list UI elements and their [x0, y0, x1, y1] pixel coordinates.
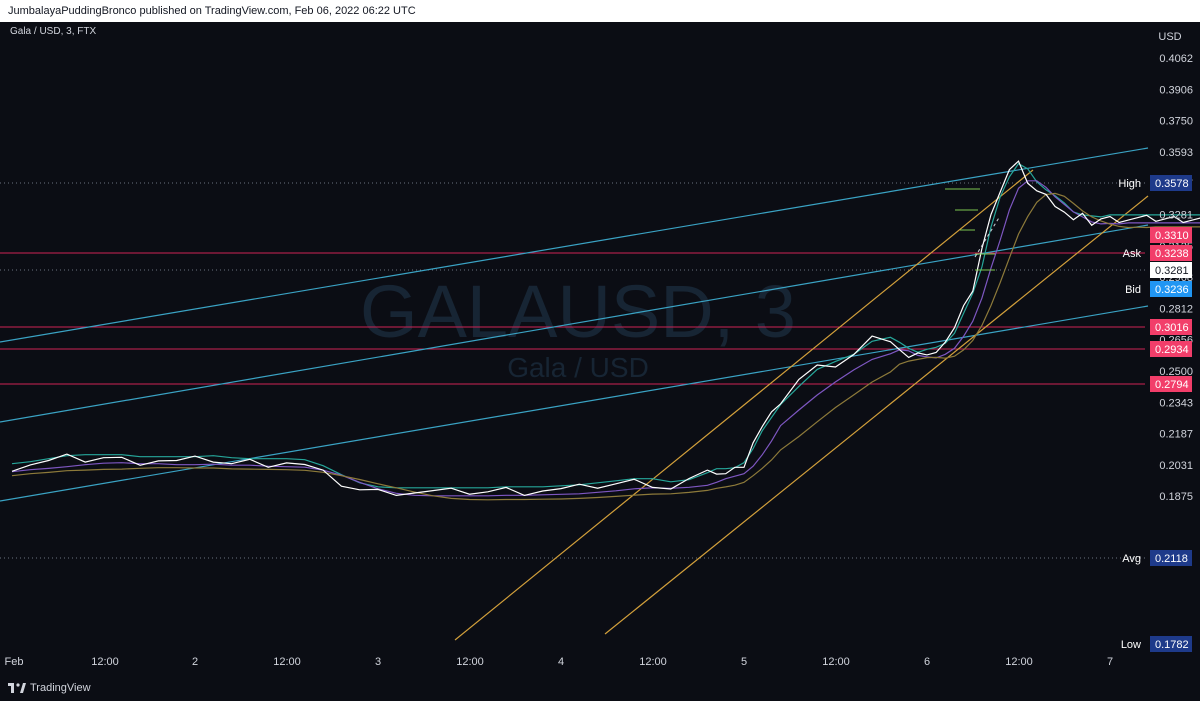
price-tag-value: 0.3016: [1155, 322, 1189, 334]
price-tag-value: 0.1782: [1155, 639, 1189, 651]
price-chart[interactable]: GALAUSD, 3 Gala / USD Gala / USD, 3, FTX…: [0, 22, 1200, 678]
price-labels: High 0.3578 0.3310 Ask 0.3238 0.3281 Bid 0.3236…: [1118, 175, 1192, 652]
tradingview-brand: TradingView: [30, 682, 91, 694]
x-tick-label: 7: [1107, 656, 1113, 668]
x-tick-label: 2: [192, 656, 198, 668]
y-tick-label: 0.3906: [1159, 84, 1193, 96]
price-tag-name: Bid: [1125, 284, 1141, 296]
price-tag-box: [1150, 175, 1192, 191]
y-tick-label: 0.3750: [1159, 116, 1193, 128]
y-axis-unit: USD: [1158, 31, 1181, 43]
price-tag-value: 0.2794: [1155, 379, 1189, 391]
price-tag-box: [1150, 376, 1192, 392]
x-tick-label: 12:00: [91, 656, 119, 668]
y-tick-label: 0.2812: [1159, 303, 1193, 315]
projection-dashed-line: [974, 215, 1001, 258]
price-tag-box: [1150, 227, 1192, 243]
y-tick-label: 0.1875: [1159, 491, 1193, 503]
y-tick-label: 0.2343: [1159, 397, 1193, 409]
tradingview-logo[interactable]: TradingView: [8, 682, 91, 694]
tradingview-logo-icon: [8, 683, 26, 693]
orange-channel-lower[interactable]: [604, 195, 1149, 635]
price-tag-value: 0.3238: [1155, 248, 1189, 260]
y-tick-label: 0.2031: [1159, 460, 1193, 472]
footer-bar: TradingView: [0, 678, 1200, 701]
price-tag-box: [1150, 319, 1192, 335]
price-tag-value: 0.2118: [1155, 553, 1188, 565]
y-axis[interactable]: 0.40620.39060.37500.35930.34370.32810.31…: [1159, 53, 1193, 503]
x-tick-label: 12:00: [1005, 656, 1033, 668]
blue-channel-top[interactable]: [0, 147, 1149, 343]
price-tag-name: Low: [1121, 639, 1141, 651]
price-tag-box: [1150, 281, 1192, 297]
watermark-symbol: GALAUSD, 3: [360, 270, 796, 353]
publisher-text: JumbalayaPuddingBronco published on Trad…: [8, 5, 416, 17]
x-tick-label: 12:00: [456, 656, 484, 668]
x-tick-label: 3: [375, 656, 381, 668]
price-tag-value: 0.2934: [1155, 344, 1189, 356]
x-tick-label: 6: [924, 656, 930, 668]
y-tick-label: 0.3281: [1159, 210, 1193, 222]
price-tag-box: [1150, 636, 1192, 652]
price-tag-name: High: [1118, 178, 1141, 190]
price-tag-value: 0.3236: [1155, 284, 1189, 296]
x-axis[interactable]: Feb 12:00 2 12:00 3 12:00 4 12:00 5 12:00 6 12:00 7: [5, 656, 1114, 668]
chart-background: [0, 22, 1200, 678]
publisher-bar: JumbalayaPuddingBronco published on Trad…: [0, 0, 1200, 22]
price-line: [11, 160, 1200, 497]
y-tick-label: 0.3593: [1159, 147, 1193, 159]
price-tag-box: [1150, 341, 1192, 357]
blue-channel-middle[interactable]: [0, 224, 1149, 423]
orange-channel-upper[interactable]: [454, 169, 1034, 641]
y-tick-label: 0.4062: [1159, 53, 1193, 65]
x-tick-label: 12:00: [639, 656, 667, 668]
price-tag-name: Avg: [1122, 553, 1141, 565]
x-tick-label: 4: [558, 656, 564, 668]
x-tick-label: 5: [741, 656, 747, 668]
x-tick-label: 12:00: [822, 656, 850, 668]
x-tick-label: 12:00: [273, 656, 301, 668]
watermark-name: Gala / USD: [507, 352, 649, 383]
moving-average-olive: [11, 192, 1200, 501]
price-tag-name: Ask: [1123, 248, 1142, 260]
price-tag-box: [1150, 245, 1192, 261]
y-tick-label: 0.2187: [1159, 429, 1193, 441]
price-tag-value: 0.3578: [1155, 178, 1189, 190]
price-tag-box: [1150, 550, 1192, 566]
price-tag-box: [1150, 262, 1192, 278]
series-layer: [11, 160, 1200, 501]
x-tick-label: Feb: [5, 656, 24, 668]
chart-symbol-title: Gala / USD, 3, FTX: [10, 26, 96, 37]
y-tick-label: 0.2500: [1159, 366, 1193, 378]
price-tag-value: 0.3310: [1155, 230, 1189, 242]
price-tag-value: 0.3281: [1155, 265, 1189, 277]
